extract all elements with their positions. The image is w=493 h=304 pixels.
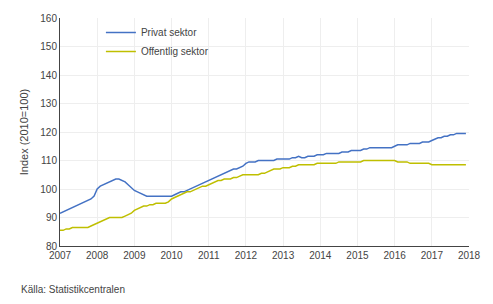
svg-text:2014: 2014 <box>309 250 332 261</box>
svg-text:Offentlig sektor: Offentlig sektor <box>141 46 209 57</box>
svg-text:2009: 2009 <box>123 250 146 261</box>
svg-text:Källa: Statistikcentralen: Källa: Statistikcentralen <box>21 284 125 295</box>
svg-text:120: 120 <box>40 127 57 138</box>
svg-text:Index (2010=100): Index (2010=100) <box>18 89 30 176</box>
svg-text:2015: 2015 <box>346 250 369 261</box>
svg-text:130: 130 <box>40 98 57 109</box>
svg-text:150: 150 <box>40 41 57 52</box>
svg-text:2016: 2016 <box>384 250 407 261</box>
svg-text:2018: 2018 <box>458 250 481 261</box>
svg-text:110: 110 <box>41 155 57 166</box>
svg-text:90: 90 <box>46 212 58 223</box>
svg-text:2010: 2010 <box>160 250 183 261</box>
svg-text:2008: 2008 <box>86 250 109 261</box>
svg-text:2007: 2007 <box>49 250 72 261</box>
svg-text:2012: 2012 <box>235 250 258 261</box>
svg-text:2017: 2017 <box>421 250 444 261</box>
svg-text:2011: 2011 <box>198 250 220 261</box>
svg-text:Privat sektor: Privat sektor <box>141 27 197 38</box>
svg-text:100: 100 <box>40 184 57 195</box>
svg-text:2013: 2013 <box>272 250 295 261</box>
svg-text:140: 140 <box>40 70 57 81</box>
svg-text:160: 160 <box>40 13 57 24</box>
svg-text:80: 80 <box>46 241 58 252</box>
